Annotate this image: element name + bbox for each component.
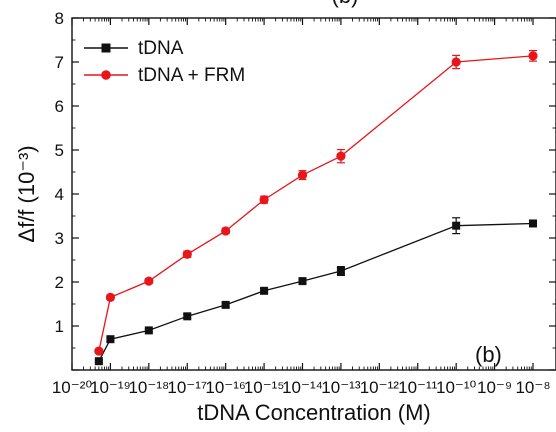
y-tick-label: 8 bbox=[55, 9, 64, 28]
x-tick-label: 10⁻⁸ bbox=[515, 378, 550, 397]
data-point bbox=[336, 267, 345, 275]
y-tick-labels: 1 2 3 4 5 6 7 8 bbox=[55, 9, 64, 336]
y-tick-label: 5 bbox=[55, 141, 64, 160]
series-tdna-frm bbox=[94, 49, 538, 356]
data-point bbox=[94, 346, 104, 356]
x-tick-label: 10⁻¹³ bbox=[321, 378, 361, 397]
data-point bbox=[221, 226, 231, 236]
x-tick-label: 10⁻¹⁶ bbox=[205, 378, 246, 397]
data-point bbox=[336, 151, 346, 161]
y-tick-label: 6 bbox=[55, 97, 64, 116]
data-point bbox=[221, 300, 230, 309]
series-tdna bbox=[94, 217, 537, 366]
x-tick-label: 10⁻²⁰ bbox=[52, 378, 93, 397]
legend-label-tdna: tDNA bbox=[138, 38, 184, 59]
y-tick-label: 2 bbox=[55, 273, 64, 292]
data-point bbox=[183, 312, 192, 321]
data-point bbox=[451, 57, 461, 67]
x-axis-label: tDNA Concentration (M) bbox=[197, 400, 431, 425]
clipped-title-fragment: (b) bbox=[332, 0, 359, 8]
x-tick-label: 10⁻¹⁵ bbox=[244, 378, 285, 397]
data-point bbox=[106, 335, 115, 344]
data-point bbox=[94, 357, 103, 366]
y-tick-label: 3 bbox=[55, 229, 64, 248]
x-tick-labels: 10⁻²⁰10⁻¹⁹10⁻¹⁸10⁻¹⁷10⁻¹⁶10⁻¹⁵10⁻¹⁴10⁻¹³… bbox=[52, 378, 551, 397]
x-tick-label: 10⁻¹⁰ bbox=[436, 378, 477, 397]
y-tick-label: 4 bbox=[55, 185, 64, 204]
legend: tDNA tDNA + FRM bbox=[84, 38, 245, 86]
x-tick-label: 10⁻¹² bbox=[360, 378, 400, 397]
legend-entry-tdna: tDNA bbox=[84, 38, 184, 59]
data-point bbox=[105, 292, 116, 302]
legend-marker-tdna bbox=[101, 43, 111, 53]
x-tick-label: 10⁻¹⁷ bbox=[167, 378, 207, 397]
x-tick-label: 10⁻¹⁹ bbox=[90, 378, 131, 397]
data-point bbox=[144, 276, 154, 286]
y-tick-label: 1 bbox=[55, 317, 64, 336]
x-tick-label: 10⁻¹⁴ bbox=[282, 378, 323, 397]
legend-label-tdna-frm: tDNA + FRM bbox=[138, 65, 245, 86]
data-point bbox=[298, 277, 307, 286]
x-tick-label: 10⁻¹⁸ bbox=[128, 378, 169, 397]
panel-label: (b) bbox=[475, 342, 502, 367]
data-point bbox=[529, 219, 537, 228]
data-point bbox=[259, 195, 269, 205]
data-point bbox=[528, 51, 538, 61]
axis-ticks bbox=[71, 17, 556, 371]
legend-marker-tdna-frm bbox=[101, 70, 111, 80]
y-axis-label: Δf/f (10⁻³) bbox=[14, 145, 39, 242]
x-tick-label: 10⁻⁹ bbox=[477, 378, 512, 397]
y-tick-label: 7 bbox=[55, 53, 64, 72]
data-point bbox=[297, 170, 308, 180]
data-point bbox=[182, 249, 192, 259]
series-line bbox=[98, 222, 534, 362]
data-point bbox=[260, 286, 269, 295]
x-tick-label: 10⁻¹¹ bbox=[398, 378, 438, 397]
data-point bbox=[452, 221, 461, 230]
series-layer bbox=[94, 49, 538, 366]
legend-entry-tdna-frm: tDNA + FRM bbox=[84, 65, 245, 86]
data-point bbox=[144, 326, 153, 335]
series-line bbox=[98, 55, 534, 352]
